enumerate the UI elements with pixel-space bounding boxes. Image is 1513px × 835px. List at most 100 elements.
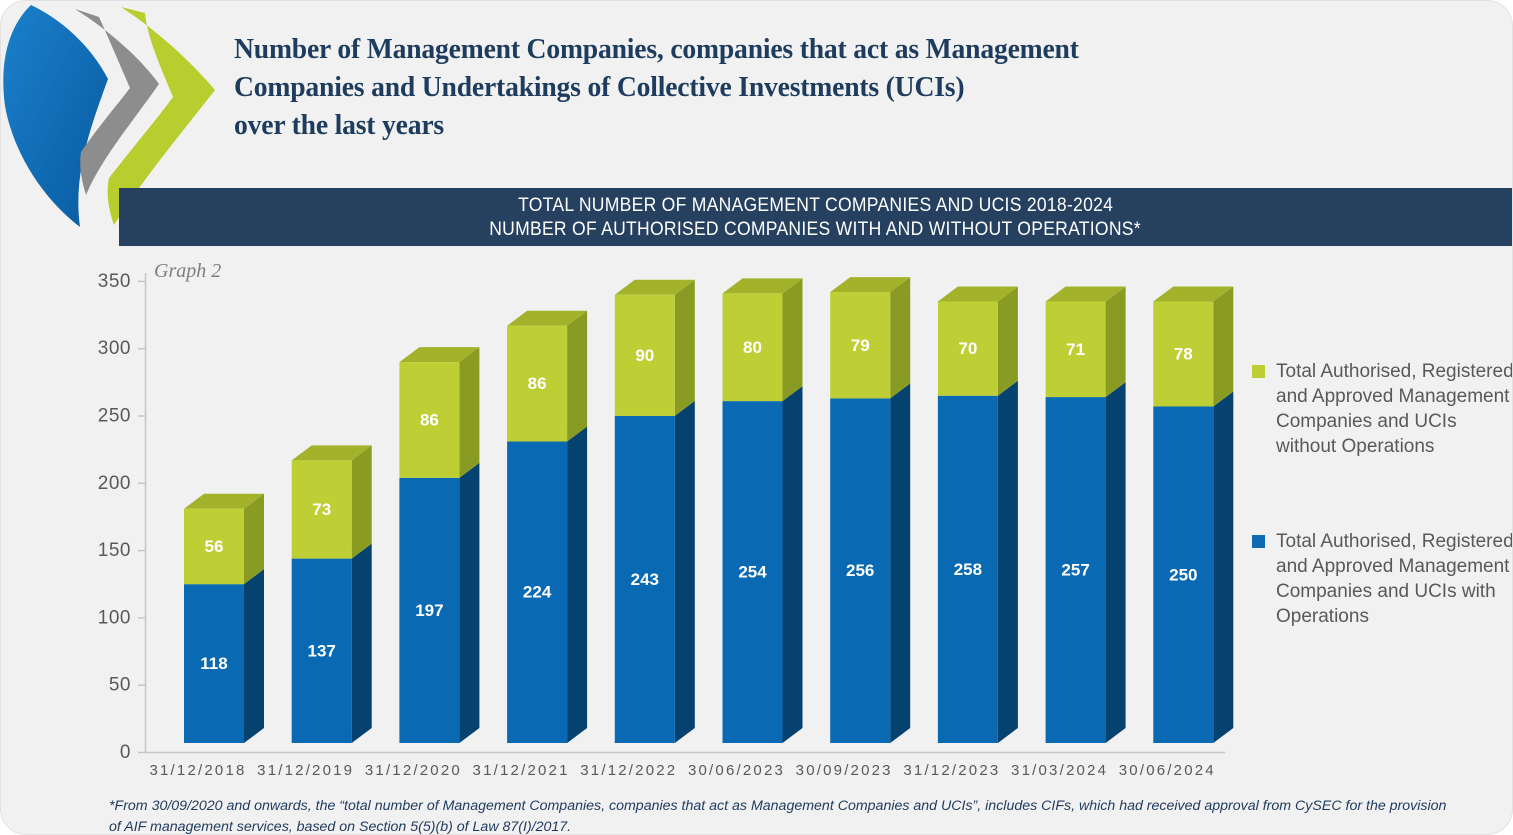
y-axis-label: 50 bbox=[109, 675, 131, 696]
bar-group-31-12-2022: 243 90 bbox=[614, 279, 695, 743]
bar-segment-with-operations bbox=[291, 558, 352, 743]
bar-value-without-operations: 90 bbox=[635, 346, 654, 365]
bar-group-31-12-2018: 118 56 bbox=[184, 493, 264, 743]
y-axis-label: 0 bbox=[120, 742, 131, 763]
bar-value-without-operations: 71 bbox=[1066, 340, 1085, 359]
bar-segment-without-operations bbox=[614, 294, 675, 416]
legend-color-swatch bbox=[1252, 365, 1265, 378]
cysec-logo bbox=[3, 5, 215, 227]
logo-green-chevron bbox=[107, 7, 215, 225]
bar-group-30-09-2023: 256 79 bbox=[830, 277, 911, 743]
bar-segment-without-operations bbox=[399, 362, 460, 478]
bar-side-with-operations bbox=[674, 400, 695, 743]
logo-gray-chevron bbox=[75, 9, 159, 195]
bar-value-without-operations: 79 bbox=[851, 336, 870, 355]
bar-segment-without-operations bbox=[937, 301, 998, 396]
bar-side-without-operations bbox=[997, 286, 1018, 396]
bar-segment-with-operations bbox=[830, 398, 891, 743]
bar-side-without-operations bbox=[1213, 286, 1234, 407]
bar-segment-with-operations bbox=[614, 415, 675, 743]
bar-top-without-operations bbox=[1045, 286, 1126, 302]
y-axis-label: 100 bbox=[98, 607, 131, 628]
chart-title-line-1: TOTAL NUMBER OF MANAGEMENT COMPANIES AND… bbox=[517, 193, 1114, 216]
bar-side-without-operations bbox=[459, 347, 480, 478]
bar-side-without-operations bbox=[782, 278, 803, 402]
bar-segment-with-operations bbox=[937, 395, 998, 743]
bar-value-with-operations: 250 bbox=[1169, 565, 1197, 584]
bar-side-with-operations bbox=[459, 462, 480, 743]
bar-segment-without-operations bbox=[1153, 301, 1214, 407]
bar-value-without-operations: 86 bbox=[420, 410, 439, 429]
bar-top-without-operations bbox=[722, 278, 803, 294]
bar-side-without-operations bbox=[890, 277, 911, 399]
legend-label: Total Authorised, Registered and Approve… bbox=[1276, 361, 1513, 457]
bar-value-without-operations: 78 bbox=[1174, 345, 1193, 364]
bar-segment-without-operations bbox=[507, 325, 568, 442]
x-axis-label: 30/06/2023 bbox=[688, 762, 785, 779]
footnote: *From 30/09/2020 and onwards, the “total… bbox=[109, 796, 1447, 835]
y-axis-label: 150 bbox=[98, 540, 131, 561]
page-title-line: Number of Management Companies, companie… bbox=[234, 34, 1079, 65]
bar-group-31-12-2023: 258 70 bbox=[937, 286, 1018, 743]
y-axis-label: 350 bbox=[98, 271, 131, 292]
bar-value-without-operations: 70 bbox=[958, 339, 977, 358]
bar-value-with-operations: 257 bbox=[1061, 561, 1089, 580]
bar-top-without-operations bbox=[507, 310, 588, 326]
bar-segment-with-operations bbox=[1153, 406, 1214, 743]
bar-side-with-operations bbox=[244, 569, 264, 743]
bar-value-with-operations: 256 bbox=[846, 561, 874, 580]
x-axis-label: 31/03/2024 bbox=[1011, 762, 1108, 779]
legend-item-without-operations: Total Authorised, Registered and Approve… bbox=[1252, 359, 1513, 459]
bar-group-30-06-2023: 254 80 bbox=[722, 278, 803, 743]
bar-top-without-operations bbox=[291, 445, 372, 461]
bar-side-with-operations bbox=[1213, 391, 1234, 743]
x-axis-label: 31/12/2022 bbox=[580, 762, 677, 779]
bar-segment-without-operations bbox=[184, 508, 244, 585]
bar-group-31-12-2020: 197 86 bbox=[399, 347, 480, 743]
bar-group-31-03-2024: 257 71 bbox=[1045, 286, 1126, 743]
footnote-line: of AIF management services, based on Sec… bbox=[109, 819, 572, 835]
bar-side-without-operations bbox=[567, 310, 588, 442]
bar-value-without-operations: 86 bbox=[528, 374, 547, 393]
bar-value-with-operations: 243 bbox=[631, 570, 659, 589]
bar-segment-without-operations bbox=[830, 292, 891, 399]
page-title-line: Companies and Undertakings of Collective… bbox=[234, 72, 965, 103]
bar-value-with-operations: 258 bbox=[954, 560, 982, 579]
bar-value-without-operations: 56 bbox=[205, 537, 224, 556]
bar-value-with-operations: 118 bbox=[200, 654, 227, 673]
x-axis-label: 31/12/2018 bbox=[149, 762, 246, 779]
bar-side-with-operations bbox=[1105, 382, 1126, 743]
y-axis-label: 200 bbox=[98, 473, 131, 494]
x-axis-label: 30/06/2024 bbox=[1119, 762, 1216, 779]
bar-side-with-operations bbox=[782, 386, 803, 743]
bar-top-without-operations bbox=[184, 493, 264, 509]
bar-top-without-operations bbox=[399, 347, 480, 363]
bar-top-without-operations bbox=[614, 279, 695, 295]
bar-value-with-operations: 197 bbox=[415, 601, 443, 620]
bar-segment-without-operations bbox=[1045, 301, 1106, 398]
bar-group-31-12-2019: 137 73 bbox=[291, 445, 372, 743]
bar-value-with-operations: 254 bbox=[738, 563, 767, 582]
legend-label: Total Authorised, Registered and Approve… bbox=[1276, 531, 1513, 627]
bar-top-without-operations bbox=[937, 286, 1018, 302]
bar-value-with-operations: 137 bbox=[308, 641, 336, 660]
bar-side-without-operations bbox=[351, 445, 372, 559]
bar-segment-with-operations bbox=[722, 401, 783, 743]
bar-group-30-06-2024: 250 78 bbox=[1153, 286, 1234, 743]
bar-value-without-operations: 80 bbox=[743, 338, 762, 357]
page-title-line: over the last years bbox=[234, 110, 445, 141]
footnote-line: *From 30/09/2020 and onwards, the “total… bbox=[109, 798, 1447, 814]
bar-side-with-operations bbox=[890, 383, 911, 743]
bar-side-with-operations bbox=[351, 543, 372, 743]
bar-segment-with-operations bbox=[184, 584, 244, 743]
x-axis-label: 31/12/2020 bbox=[365, 762, 462, 779]
x-axis-label: 31/12/2021 bbox=[473, 762, 570, 779]
bar-side-without-operations bbox=[674, 279, 695, 416]
y-axis-label: 250 bbox=[98, 406, 131, 427]
bar-side-with-operations bbox=[567, 426, 588, 743]
page-title: Number of Management Companies, companie… bbox=[234, 31, 1079, 145]
legend-item-with-operations: Total Authorised, Registered and Approve… bbox=[1252, 529, 1513, 629]
graph-number-label: Graph 2 bbox=[154, 260, 222, 282]
chart-title-line-2: NUMBER OF AUTHORISED COMPANIES WITH AND … bbox=[489, 217, 1142, 240]
